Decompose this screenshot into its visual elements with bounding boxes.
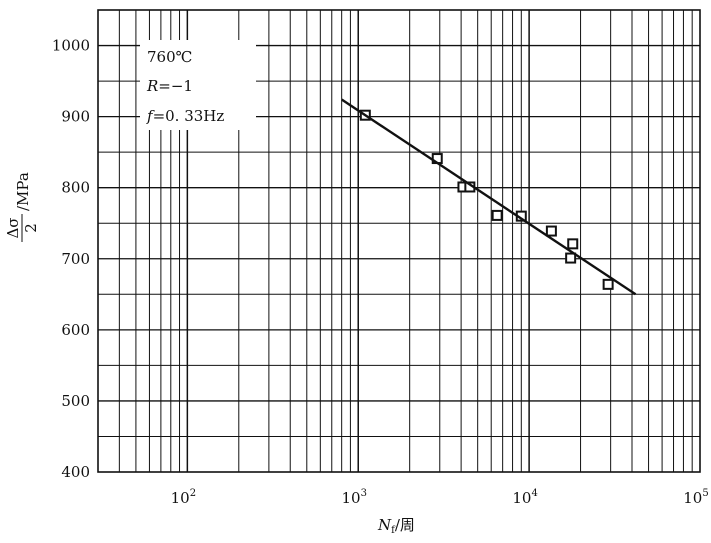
y-axis-numerator: Δσ bbox=[4, 217, 22, 238]
x-axis-label: Nf/周 bbox=[377, 516, 415, 536]
data-point bbox=[602, 278, 614, 290]
data-point bbox=[545, 225, 557, 237]
x-tick-label: 105 bbox=[683, 488, 708, 507]
data-point bbox=[567, 238, 579, 250]
y-tick-label: 500 bbox=[61, 392, 90, 410]
y-tick-label: 800 bbox=[61, 179, 90, 197]
y-axis-unit: /MPa bbox=[14, 172, 32, 211]
y-tick-label: 900 bbox=[61, 108, 90, 126]
y-axis-label: Δσ 2 /MPa bbox=[4, 172, 40, 242]
y-tick-label: 400 bbox=[61, 463, 90, 481]
x-tick-label: 104 bbox=[512, 488, 537, 507]
x-tick-label: 103 bbox=[341, 488, 366, 507]
x-axis-symbol: N bbox=[377, 516, 392, 534]
x-tick-exponent: 4 bbox=[531, 488, 537, 499]
y-tick-label: 700 bbox=[61, 250, 90, 268]
frequency-symbol: f bbox=[146, 107, 155, 125]
x-tick-exponent: 2 bbox=[190, 488, 196, 499]
temperature-annotation: 760℃ bbox=[147, 48, 192, 66]
x-tick-base: 10 bbox=[341, 489, 360, 507]
y-tick-label: 1000 bbox=[52, 37, 90, 55]
y-axis-denominator: 2 bbox=[22, 223, 40, 233]
frequency-annotation: f=0. 33Hz bbox=[146, 107, 224, 125]
frequency-value: =0. 33Hz bbox=[153, 107, 225, 125]
fit-line bbox=[341, 98, 637, 296]
x-axis-unit: /周 bbox=[395, 516, 415, 534]
stress-ratio-value: =−1 bbox=[158, 77, 193, 95]
plot-frame bbox=[97, 9, 701, 473]
data-point bbox=[491, 209, 503, 221]
x-tick-base: 10 bbox=[683, 489, 702, 507]
annotation-background bbox=[140, 40, 256, 130]
stress-ratio-annotation: R=−1 bbox=[146, 77, 193, 95]
x-tick-exponent: 3 bbox=[361, 488, 367, 499]
x-axis-subscript: f bbox=[391, 525, 396, 536]
data-point bbox=[565, 252, 577, 264]
x-tick-label: 102 bbox=[171, 488, 196, 507]
data-series bbox=[341, 98, 637, 296]
x-tick-base: 10 bbox=[171, 489, 190, 507]
x-tick-base: 10 bbox=[512, 489, 531, 507]
x-tick-exponent: 5 bbox=[702, 488, 708, 499]
stress-ratio-symbol: R bbox=[146, 77, 158, 95]
annotation-box: 760℃ R=−1 f=0. 33Hz bbox=[140, 40, 256, 130]
y-tick-label: 600 bbox=[61, 321, 90, 339]
